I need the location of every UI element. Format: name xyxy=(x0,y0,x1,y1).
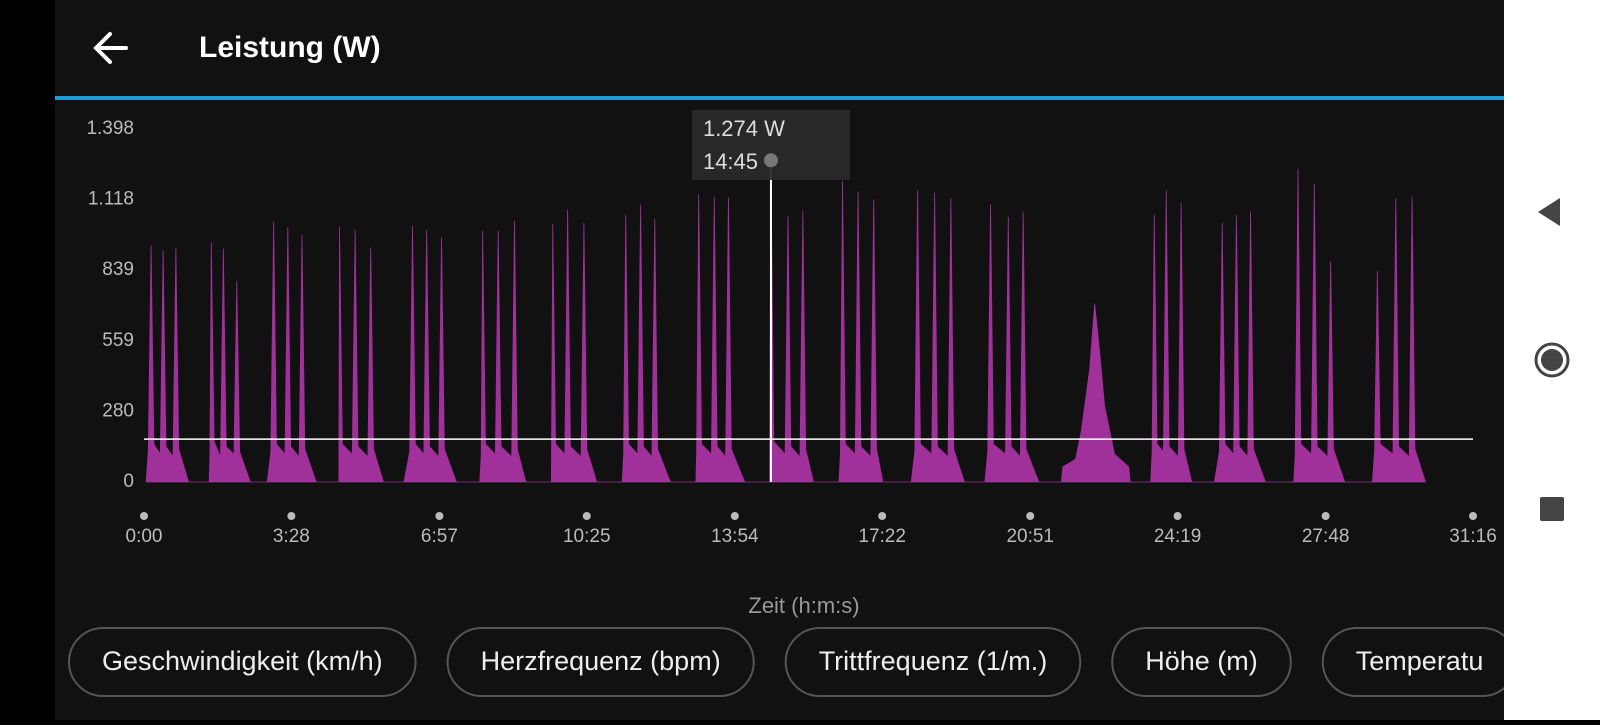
chip-bar: Geschwindigkeit (km/h) Herzfrequenz (bpm)… xyxy=(68,627,1517,697)
chip[interactable]: Höhe (m) xyxy=(1111,627,1292,697)
chip-outline xyxy=(1321,627,1504,697)
x-axis-label: Zeit (h:m:s) xyxy=(748,593,859,618)
x-tick-dot xyxy=(287,512,296,520)
x-tick-dot xyxy=(582,512,591,520)
chip-outline xyxy=(784,627,1082,697)
screen-title: Leistung (W) xyxy=(199,31,381,64)
x-tick-label: 20:51 xyxy=(1006,526,1054,547)
plot: 0 280 559 839 1.118 1.398 0:00 3:28 6:57 10:25 13:… xyxy=(86,110,1497,618)
nav-back[interactable] xyxy=(1538,198,1560,226)
tooltip-time: 14:45 xyxy=(703,149,758,174)
chip-label: Geschwindigkeit (km/h) xyxy=(102,646,383,676)
x-tick-label: 13:54 xyxy=(711,526,759,547)
chip[interactable]: Temperatu xyxy=(1321,627,1517,697)
tooltip-value: 1.274 W xyxy=(703,116,785,141)
x-tick-dot xyxy=(140,512,148,520)
chip-outline xyxy=(1111,627,1292,697)
x-tick-label: 31:16 xyxy=(1449,526,1497,547)
x-tick-label: 17:22 xyxy=(858,526,906,547)
nav-recents[interactable] xyxy=(1540,497,1564,521)
x-tick-label: 6:57 xyxy=(421,526,458,547)
x-tick-dot xyxy=(1026,512,1035,520)
x-tick-dot xyxy=(1321,512,1330,520)
cursor-point xyxy=(763,153,778,168)
nav-home[interactable] xyxy=(1534,342,1570,378)
x-tick-label: 10:25 xyxy=(563,526,611,547)
x-tick-label: 27:48 xyxy=(1302,526,1350,547)
x-tick-dot xyxy=(435,512,444,520)
x-tick-dot xyxy=(730,512,739,520)
header-divider xyxy=(55,96,1504,100)
back-button[interactable] xyxy=(93,32,128,64)
x-tick-label: 24:19 xyxy=(1154,526,1202,547)
x-tick-label: 3:28 xyxy=(273,526,310,547)
y-tick-label: 839 xyxy=(102,259,134,280)
y-tick-label: 559 xyxy=(102,330,134,351)
tooltip-box xyxy=(691,110,850,180)
chip-label: Temperatu xyxy=(1356,646,1484,676)
y-tick-label: 0 xyxy=(123,471,134,492)
y-tick-label: 280 xyxy=(102,400,134,421)
chip[interactable]: Geschwindigkeit (km/h) xyxy=(68,627,417,697)
y-tick-label: 1.398 xyxy=(86,118,134,139)
chip-label: Herzfrequenz (bpm) xyxy=(481,646,721,676)
x-tick-dot xyxy=(878,512,887,520)
x-tick-label: 0:00 xyxy=(126,526,163,547)
left-edge xyxy=(0,0,55,720)
chip-label: Höhe (m) xyxy=(1145,646,1258,676)
chip[interactable]: Herzfrequenz (bpm) xyxy=(446,627,755,697)
y-tick-label: 1.118 xyxy=(88,189,134,210)
chip[interactable]: Trittfrequenz (1/m.) xyxy=(784,627,1082,697)
chip-label: Trittfrequenz (1/m.) xyxy=(819,646,1048,676)
chip-outline xyxy=(446,627,755,697)
x-tick-dot xyxy=(1173,512,1182,520)
chip-outline xyxy=(68,627,417,697)
x-tick-dot xyxy=(1469,512,1477,520)
